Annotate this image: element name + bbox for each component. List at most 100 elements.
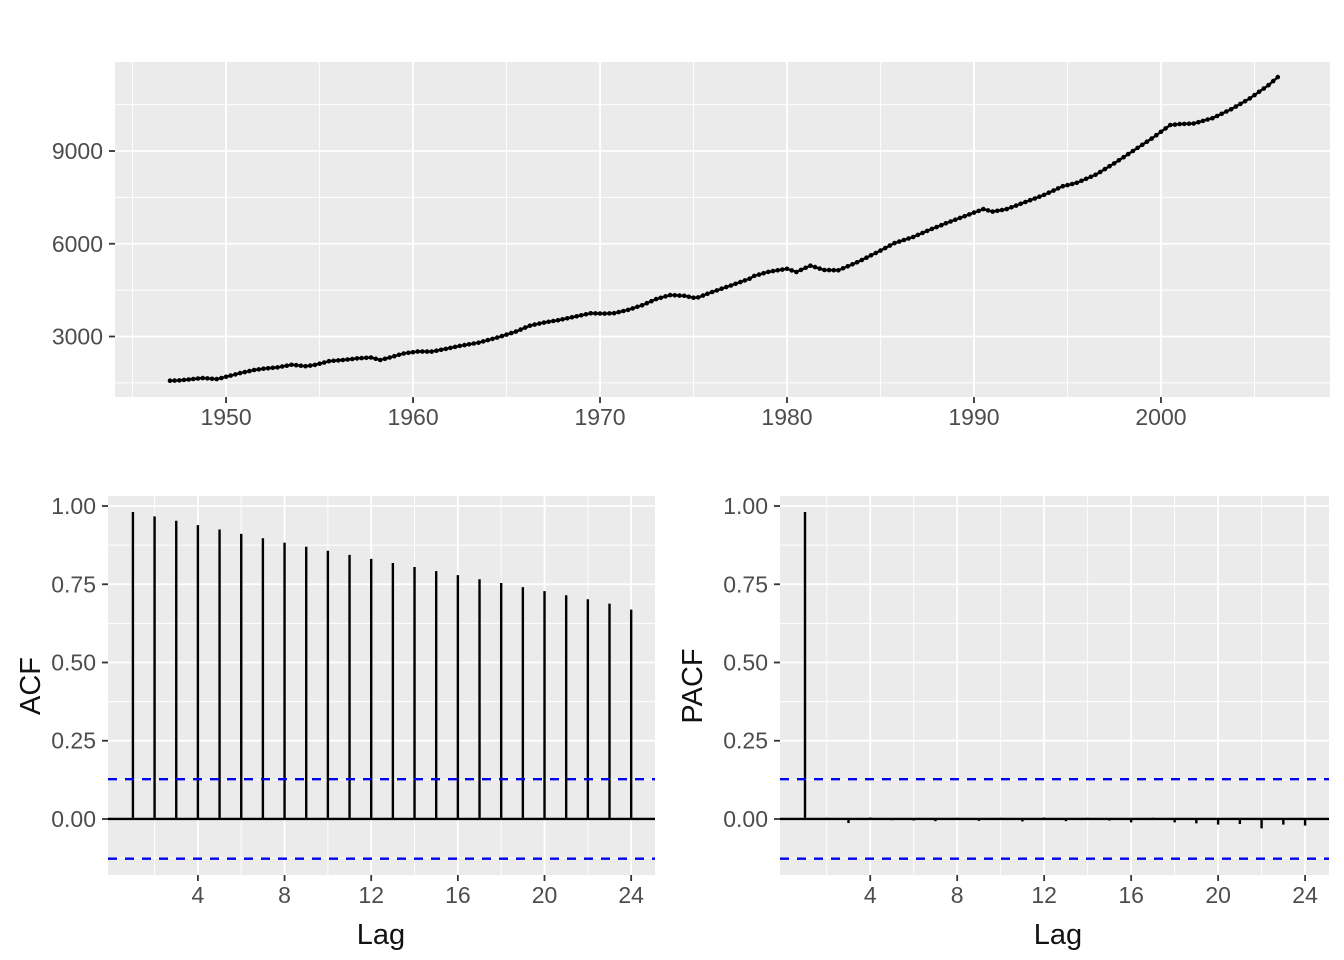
series-point bbox=[410, 349, 416, 355]
series-point bbox=[1205, 117, 1210, 122]
series-point bbox=[537, 321, 542, 326]
series-point bbox=[508, 330, 514, 336]
series-point bbox=[223, 374, 229, 380]
series-point bbox=[962, 213, 967, 219]
series-point bbox=[621, 308, 626, 314]
series-point bbox=[798, 267, 804, 273]
series-point bbox=[303, 363, 308, 369]
series-point bbox=[1083, 176, 1089, 182]
series-point bbox=[1238, 101, 1243, 107]
y-tick-label: 1.00 bbox=[51, 493, 96, 519]
series-point bbox=[630, 306, 635, 311]
series-point bbox=[364, 355, 369, 361]
series-point bbox=[770, 268, 776, 274]
series-point bbox=[480, 339, 486, 344]
series-point bbox=[602, 311, 607, 316]
panel-background bbox=[108, 496, 655, 875]
series-point bbox=[265, 366, 271, 371]
series-point bbox=[766, 269, 771, 275]
series-point bbox=[738, 279, 743, 285]
series-point bbox=[494, 335, 500, 340]
series-point bbox=[420, 349, 425, 354]
series-point bbox=[499, 333, 505, 339]
series-point bbox=[354, 356, 360, 361]
series-point bbox=[882, 245, 888, 251]
series-point bbox=[569, 315, 575, 320]
series-point bbox=[709, 289, 715, 295]
series-point bbox=[1125, 151, 1131, 157]
series-point bbox=[616, 309, 621, 315]
series-point bbox=[953, 217, 958, 222]
series-point bbox=[588, 311, 593, 316]
series-point bbox=[1261, 86, 1267, 91]
y-tick-label: 9000 bbox=[52, 138, 103, 164]
series-point bbox=[985, 208, 991, 213]
series-point bbox=[999, 207, 1005, 213]
series-point bbox=[490, 336, 495, 342]
series-point bbox=[485, 337, 491, 343]
series-point bbox=[579, 313, 584, 318]
series-point bbox=[359, 355, 364, 361]
acf-y-axis-title: ACF bbox=[15, 657, 47, 715]
series-point bbox=[1266, 82, 1271, 88]
series-point bbox=[1219, 111, 1224, 117]
series-point bbox=[1163, 126, 1168, 131]
series-point bbox=[981, 206, 986, 212]
series-point bbox=[350, 356, 355, 362]
series-point bbox=[677, 293, 682, 298]
series-point bbox=[1097, 169, 1103, 175]
series-point bbox=[752, 273, 757, 279]
series-point bbox=[279, 364, 285, 369]
series-point bbox=[948, 219, 953, 224]
series-point bbox=[1088, 174, 1094, 180]
series-point bbox=[448, 345, 453, 351]
y-tick-label: 0.00 bbox=[51, 806, 96, 832]
y-tick-label: 3000 bbox=[52, 323, 103, 349]
series-point bbox=[471, 341, 477, 346]
series-point bbox=[1065, 182, 1070, 188]
x-tick-label: 1950 bbox=[200, 404, 251, 430]
series-point bbox=[452, 344, 458, 350]
series-point bbox=[406, 350, 411, 356]
series-point bbox=[284, 363, 290, 369]
series-point bbox=[312, 362, 318, 368]
series-point bbox=[1013, 203, 1019, 208]
series-point bbox=[756, 272, 762, 277]
series-point bbox=[939, 222, 944, 228]
series-point bbox=[1009, 205, 1014, 210]
y-tick-label: 6000 bbox=[52, 231, 103, 257]
series-point bbox=[784, 266, 790, 272]
series-line bbox=[169, 76, 1279, 382]
y-tick-label: 0.75 bbox=[51, 571, 96, 597]
series-point bbox=[1186, 121, 1192, 126]
y-tick-label: 0.25 bbox=[723, 728, 768, 754]
series-point bbox=[934, 224, 939, 230]
series-point bbox=[256, 367, 262, 372]
y-tick-label: 0.00 bbox=[723, 806, 768, 832]
series-point bbox=[714, 288, 720, 293]
series-point bbox=[541, 320, 547, 325]
panel-background bbox=[115, 62, 1330, 397]
series-point bbox=[1093, 172, 1098, 178]
series-point bbox=[910, 234, 916, 240]
series-point bbox=[892, 240, 897, 246]
series-point bbox=[808, 263, 813, 269]
series-point bbox=[742, 278, 748, 283]
x-tick-label: 8 bbox=[951, 882, 964, 908]
series-point bbox=[429, 349, 435, 354]
series-point bbox=[527, 323, 533, 329]
pacf-y-axis-title: PACF bbox=[677, 648, 709, 723]
series-point bbox=[868, 253, 874, 258]
series-point bbox=[205, 376, 210, 381]
series-point bbox=[200, 375, 205, 381]
series-point bbox=[859, 257, 865, 263]
panel-background bbox=[780, 496, 1329, 875]
series-point bbox=[1196, 119, 1201, 125]
x-tick-label: 1990 bbox=[948, 404, 999, 430]
series-point bbox=[237, 370, 243, 376]
axis-titles: Lag Lag ACF PACF bbox=[15, 648, 1082, 951]
series-point bbox=[681, 293, 687, 299]
series-point bbox=[929, 226, 935, 232]
